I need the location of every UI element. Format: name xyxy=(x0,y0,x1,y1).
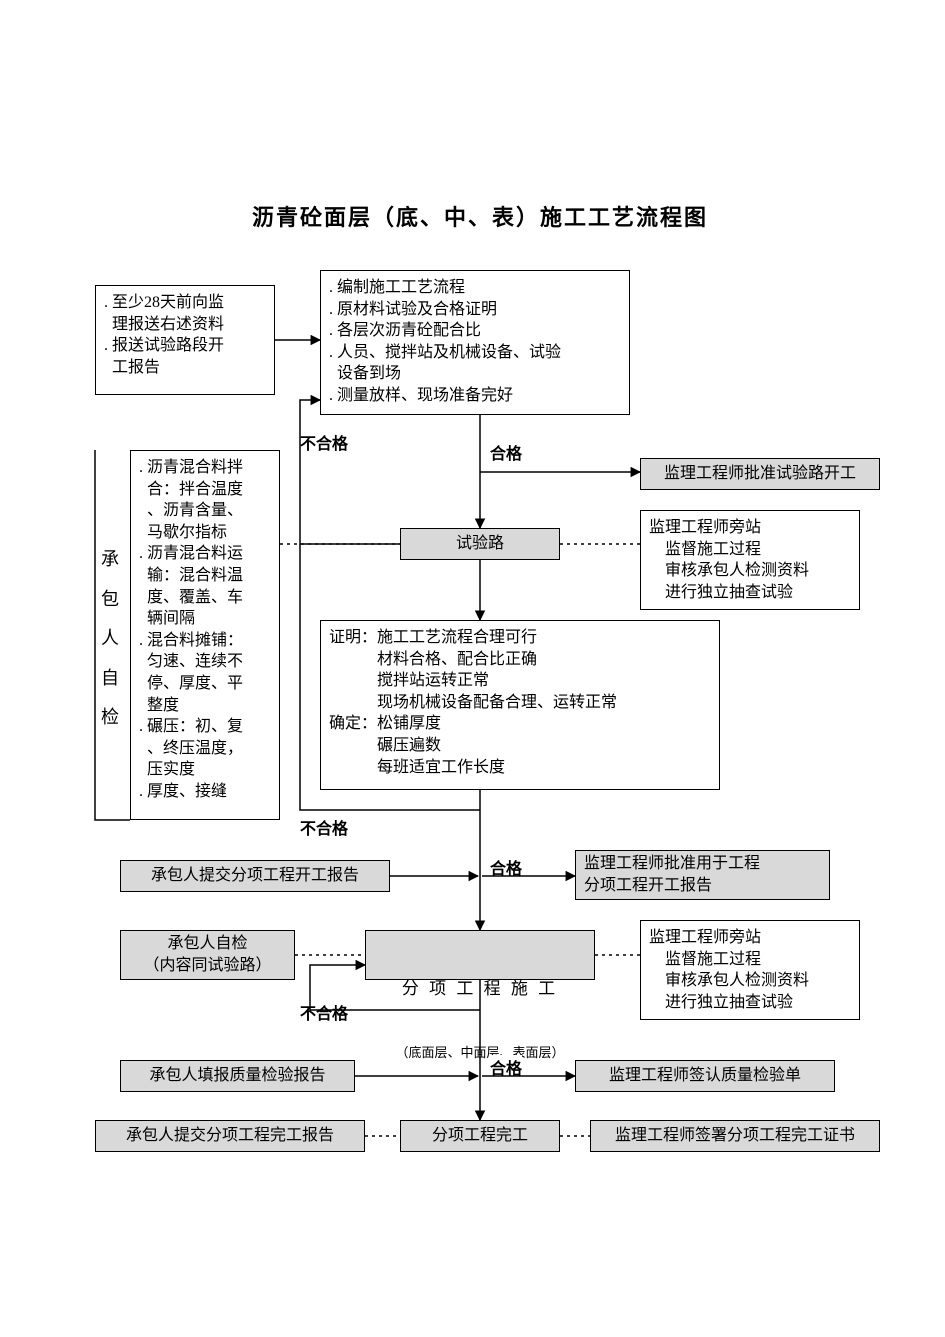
node-n11-sub: （底面层、中面层、表面层） xyxy=(370,1044,590,1062)
node-n13: 承包人填报质量检验报告 xyxy=(120,1060,355,1092)
page-title: 沥青砼面层（底、中、表）施工工艺流程图 xyxy=(200,200,760,232)
node-n11-title: 分 项 工 程 施 工 xyxy=(370,978,590,1001)
node-n5: . 沥青混合料拌 合：拌合温度 、沥青含量、 马歇尔指标 . 沥青混合料运 输：… xyxy=(130,450,280,820)
flowchart-stage: 沥青砼面层（底、中、表）施工工艺流程图 承 包 人 自 检 . 至少28天前向监… xyxy=(0,0,945,1337)
side-label: 承 包 人 自 检 xyxy=(100,540,120,738)
label-fail-2: 不合格 xyxy=(300,815,348,839)
node-n10: 承包人自检 （内容同试验路） xyxy=(120,930,295,980)
node-n16: 分项工程完工 xyxy=(400,1120,560,1152)
label-fail-1: 不合格 xyxy=(300,430,348,454)
node-n11: 分 项 工 程 施 工 （底面层、中面层、表面层） xyxy=(365,930,595,980)
node-n4: 试验路 xyxy=(400,528,560,560)
node-n12: 监理工程师旁站 监督施工过程 审核承包人检测资料 进行独立抽查试验 xyxy=(640,920,860,1020)
node-n3: 监理工程师批准试验路开工 xyxy=(640,458,880,490)
label-pass-3: 合格 xyxy=(490,1055,522,1079)
node-n7: 证明：施工工艺流程合理可行 材料合格、配合比正确 搅拌站运转正常 现场机械设备配… xyxy=(320,620,720,790)
node-n8: 承包人提交分项工程开工报告 xyxy=(120,860,390,892)
node-n6: 监理工程师旁站 监督施工过程 审核承包人检测资料 进行独立抽查试验 xyxy=(640,510,860,610)
node-n14: 监理工程师签认质量检验单 xyxy=(575,1060,835,1092)
node-n2: . 编制施工工艺流程 . 原材料试验及合格证明 . 各层次沥青砼配合比 . 人员… xyxy=(320,270,630,415)
node-n17: 监理工程师签署分项工程完工证书 xyxy=(590,1120,880,1152)
node-n9: 监理工程师批准用于工程 分项工程开工报告 xyxy=(575,850,830,900)
label-fail-3: 不合格 xyxy=(300,1000,348,1024)
node-n1: . 至少28天前向监 理报送右述资料 . 报送试验路段开 工报告 xyxy=(95,285,275,395)
label-pass-2: 合格 xyxy=(490,855,522,879)
label-pass-1: 合格 xyxy=(490,440,522,464)
node-n15: 承包人提交分项工程完工报告 xyxy=(95,1120,365,1152)
